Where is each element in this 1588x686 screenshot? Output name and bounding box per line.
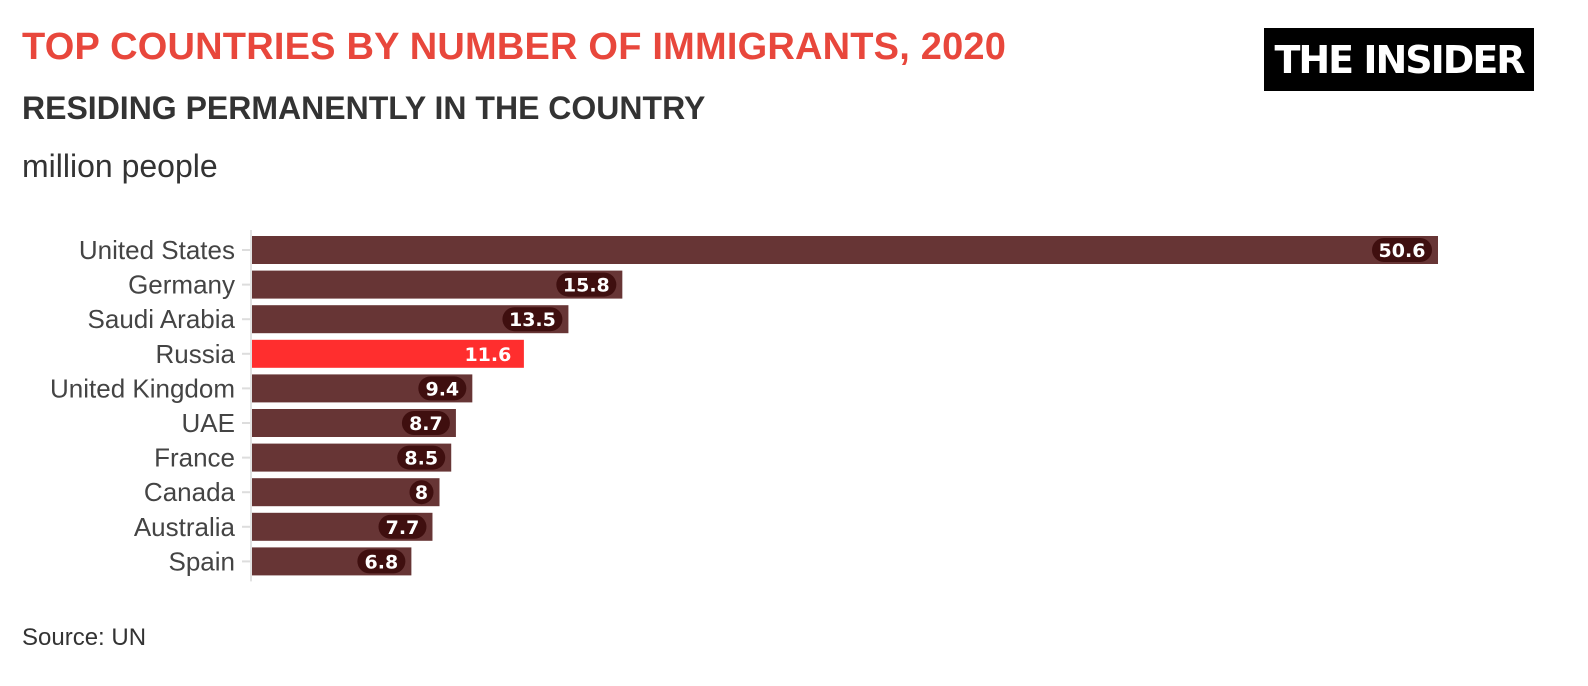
bar-united-states bbox=[252, 236, 1438, 264]
bar-canada bbox=[252, 478, 440, 507]
value-label: 6.8 bbox=[365, 551, 399, 573]
category-label: France bbox=[154, 443, 235, 473]
source-note: Source: UN bbox=[22, 624, 147, 651]
chart-subtitle: RESIDING PERMANENTLY IN THE COUNTRY bbox=[22, 90, 706, 126]
value-label-bubble bbox=[409, 480, 434, 505]
category-label: Spain bbox=[169, 546, 236, 576]
value-label: 50.6 bbox=[1379, 240, 1426, 262]
value-label-bubble bbox=[378, 514, 427, 539]
category-label: Australia bbox=[134, 512, 236, 542]
value-label: 15.8 bbox=[563, 275, 610, 297]
category-label: Germany bbox=[128, 270, 235, 300]
value-label: 11.6 bbox=[464, 344, 511, 366]
bar-russia bbox=[252, 339, 524, 368]
value-label-bubble bbox=[401, 411, 450, 435]
value-label-bubble bbox=[1372, 238, 1432, 262]
value-label-bubble bbox=[556, 272, 617, 297]
category-label: United Kingdom bbox=[50, 373, 235, 403]
value-label: 8 bbox=[415, 482, 428, 504]
value-label: 8.7 bbox=[409, 413, 443, 435]
value-label: 7.7 bbox=[386, 517, 420, 539]
unit-label: million people bbox=[22, 148, 218, 184]
the-insider-logo: THE INSIDER bbox=[1264, 28, 1534, 91]
value-label: 8.5 bbox=[404, 448, 438, 470]
category-label: Canada bbox=[144, 477, 236, 507]
value-label-bubble bbox=[502, 307, 563, 332]
category-label: UAE bbox=[182, 408, 235, 438]
category-label: Russia bbox=[156, 339, 236, 369]
chart-title: TOP COUNTRIES BY NUMBER OF IMMIGRANTS, 2… bbox=[22, 26, 1007, 68]
value-label-bubble bbox=[418, 376, 467, 401]
category-label: Saudi Arabia bbox=[88, 304, 236, 334]
value-label: 9.4 bbox=[425, 378, 459, 400]
value-label-bubble bbox=[397, 445, 446, 470]
value-label-bubble bbox=[357, 549, 406, 574]
value-label: 13.5 bbox=[509, 309, 556, 331]
category-label: United States bbox=[79, 235, 235, 265]
